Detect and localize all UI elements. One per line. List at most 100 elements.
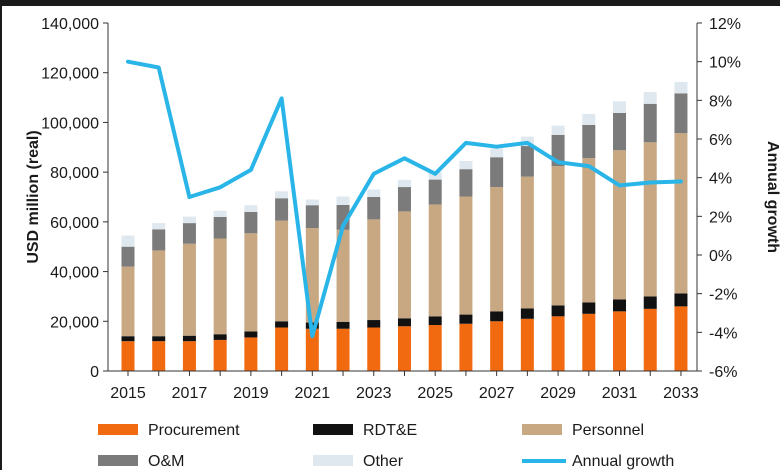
bar-other-2017 [182, 216, 196, 224]
bar-other-2020 [275, 191, 289, 199]
bar-other-2026 [459, 160, 473, 170]
growth-line-layer [126, 59, 683, 339]
bar-o-m-2033 [674, 93, 688, 134]
bar-rdt-e-2019 [244, 331, 258, 338]
legend-swatch-procurement [98, 424, 138, 435]
bar-rdt-e-2033 [674, 293, 688, 307]
y-tick-label: 40,000 [50, 265, 99, 282]
y2-tick-label: 2% [709, 209, 732, 226]
bar-other-2024 [397, 179, 411, 188]
bar-other-2025 [428, 172, 442, 180]
y2-tick-label: -4% [709, 325, 737, 342]
bar-procurement-2020 [275, 327, 289, 371]
bar-layer [121, 81, 688, 371]
bar-other-2016 [152, 223, 166, 230]
bar-procurement-2026 [459, 323, 473, 371]
bar-procurement-2030 [582, 313, 596, 371]
y-tick-label: 60,000 [50, 215, 99, 232]
bar-o-m-2023 [367, 197, 381, 220]
bar-other-2022 [336, 196, 350, 205]
legend-swatch-personnel [522, 424, 562, 435]
y-tick-label: 140,000 [41, 16, 99, 33]
legend-swatch-o-m [98, 455, 138, 466]
legend-label-other: Other [363, 453, 404, 470]
x-tick-label: 2027 [479, 385, 515, 402]
bar-o-m-2028 [520, 146, 534, 177]
bar-procurement-2025 [428, 325, 442, 371]
bar-o-m-2021 [305, 205, 319, 229]
bar-other-2019 [244, 205, 258, 212]
axes-layer: 0 20,000 40,000 60,000 80,000 100,000 120,000 1… [41, 16, 741, 402]
bar-personnel-2031 [613, 150, 627, 300]
bar-rdt-e-2028 [520, 308, 534, 319]
x-tick-label: 2025 [417, 385, 453, 402]
y-tick-label: 80,000 [50, 165, 99, 182]
x-tick-label: 2029 [540, 385, 576, 402]
y2-tick-label: 4% [709, 171, 732, 188]
bar-personnel-2030 [582, 158, 596, 303]
bar-rdt-e-2022 [336, 321, 350, 329]
y-tick-label: 0 [90, 364, 99, 381]
bar-o-m-2018 [213, 216, 227, 239]
bar-procurement-2022 [336, 328, 350, 371]
bar-rdt-e-2025 [428, 316, 442, 326]
bar-rdt-e-2027 [490, 311, 504, 322]
bar-personnel-2029 [551, 166, 565, 306]
bar-other-2015 [121, 235, 135, 247]
bar-personnel-2024 [397, 211, 411, 319]
bar-procurement-2028 [520, 318, 534, 371]
bar-o-m-2015 [121, 246, 135, 267]
bar-o-m-2024 [397, 187, 411, 212]
bar-o-m-2031 [613, 112, 627, 151]
y2-axis-title: Annual growth [764, 141, 780, 253]
bar-personnel-2033 [674, 133, 688, 294]
bar-procurement-2016 [152, 341, 166, 371]
bar-rdt-e-2030 [582, 302, 596, 314]
bar-procurement-2032 [643, 308, 657, 371]
window-left-border [0, 0, 2, 470]
bar-procurement-2021 [305, 328, 319, 371]
bar-rdt-e-2015 [121, 336, 135, 342]
y2-tick-label: -6% [709, 364, 737, 381]
bar-procurement-2029 [551, 316, 565, 371]
bar-rdt-e-2032 [643, 296, 657, 309]
bar-personnel-2026 [459, 196, 473, 315]
y2-tick-label: 0% [709, 248, 732, 265]
bar-procurement-2024 [397, 326, 411, 371]
bar-o-m-2016 [152, 229, 166, 251]
bar-personnel-2019 [244, 233, 258, 332]
bar-rdt-e-2020 [275, 321, 289, 328]
bar-other-2027 [490, 148, 504, 158]
bar-other-2030 [582, 113, 596, 125]
y-tick-label: 100,000 [41, 115, 99, 132]
bar-o-m-2017 [182, 223, 196, 244]
legend: Procurement RDT&E Personnel O&M Other Annual … [98, 422, 674, 470]
y2-tick-label: 8% [709, 93, 732, 110]
bar-o-m-2032 [643, 103, 657, 143]
bar-rdt-e-2026 [459, 314, 473, 324]
bar-personnel-2028 [520, 176, 534, 309]
bar-personnel-2027 [490, 187, 504, 312]
bar-personnel-2025 [428, 204, 442, 317]
bar-rdt-e-2029 [551, 305, 565, 317]
bar-procurement-2023 [367, 327, 381, 371]
bar-personnel-2020 [275, 220, 289, 322]
bar-personnel-2023 [367, 219, 381, 321]
bar-personnel-2015 [121, 266, 135, 337]
window-top-border [0, 0, 780, 6]
bar-other-2018 [213, 210, 227, 217]
x-tick-label: 2023 [356, 385, 392, 402]
bar-other-2029 [551, 125, 565, 135]
legend-label-personnel: Personnel [572, 422, 644, 439]
y-tick-label: 20,000 [50, 314, 99, 331]
legend-label-o-m: O&M [148, 453, 184, 470]
bar-o-m-2025 [428, 179, 442, 205]
bar-rdt-e-2031 [613, 299, 627, 312]
y-tick-label: 120,000 [41, 66, 99, 83]
bar-procurement-2015 [121, 341, 135, 371]
bar-o-m-2019 [244, 211, 258, 234]
bar-o-m-2026 [459, 169, 473, 197]
bar-procurement-2019 [244, 337, 258, 371]
bar-o-m-2020 [275, 198, 289, 221]
